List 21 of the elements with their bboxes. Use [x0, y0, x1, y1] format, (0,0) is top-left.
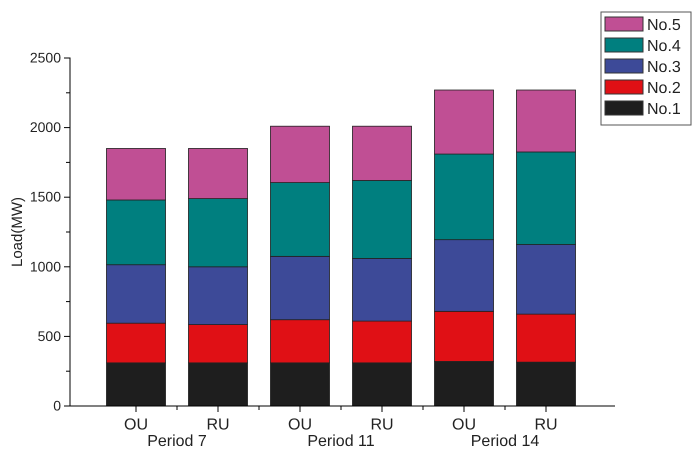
legend-label: No.4	[647, 38, 681, 55]
x-tick-label: RU	[206, 416, 230, 434]
x-tick-label: OU	[124, 416, 148, 434]
text: Period 11	[307, 433, 375, 450]
legend-label: No.2	[647, 80, 681, 97]
x-tick-label: RU	[370, 416, 394, 434]
legend-label: No.1	[647, 101, 681, 118]
y-axis-title: Load(MW)	[9, 196, 26, 268]
x-tick-label: RU	[534, 416, 558, 434]
legend-label: No.3	[647, 59, 681, 76]
x-tick-label: OU	[452, 416, 476, 434]
y-tick-label: 2000	[30, 119, 62, 136]
text: Period 7	[147, 433, 207, 450]
x-tick-label: OU	[288, 416, 312, 434]
y-tick-label: 1500	[30, 188, 62, 205]
legend-label: No.5	[647, 17, 681, 34]
y-tick-label: 500	[38, 328, 62, 344]
y-tick-label: 2500	[30, 49, 62, 66]
text: Period 14	[470, 433, 540, 450]
y-tick-label: 0	[53, 397, 62, 414]
y-tick-label: 1000	[30, 258, 62, 274]
